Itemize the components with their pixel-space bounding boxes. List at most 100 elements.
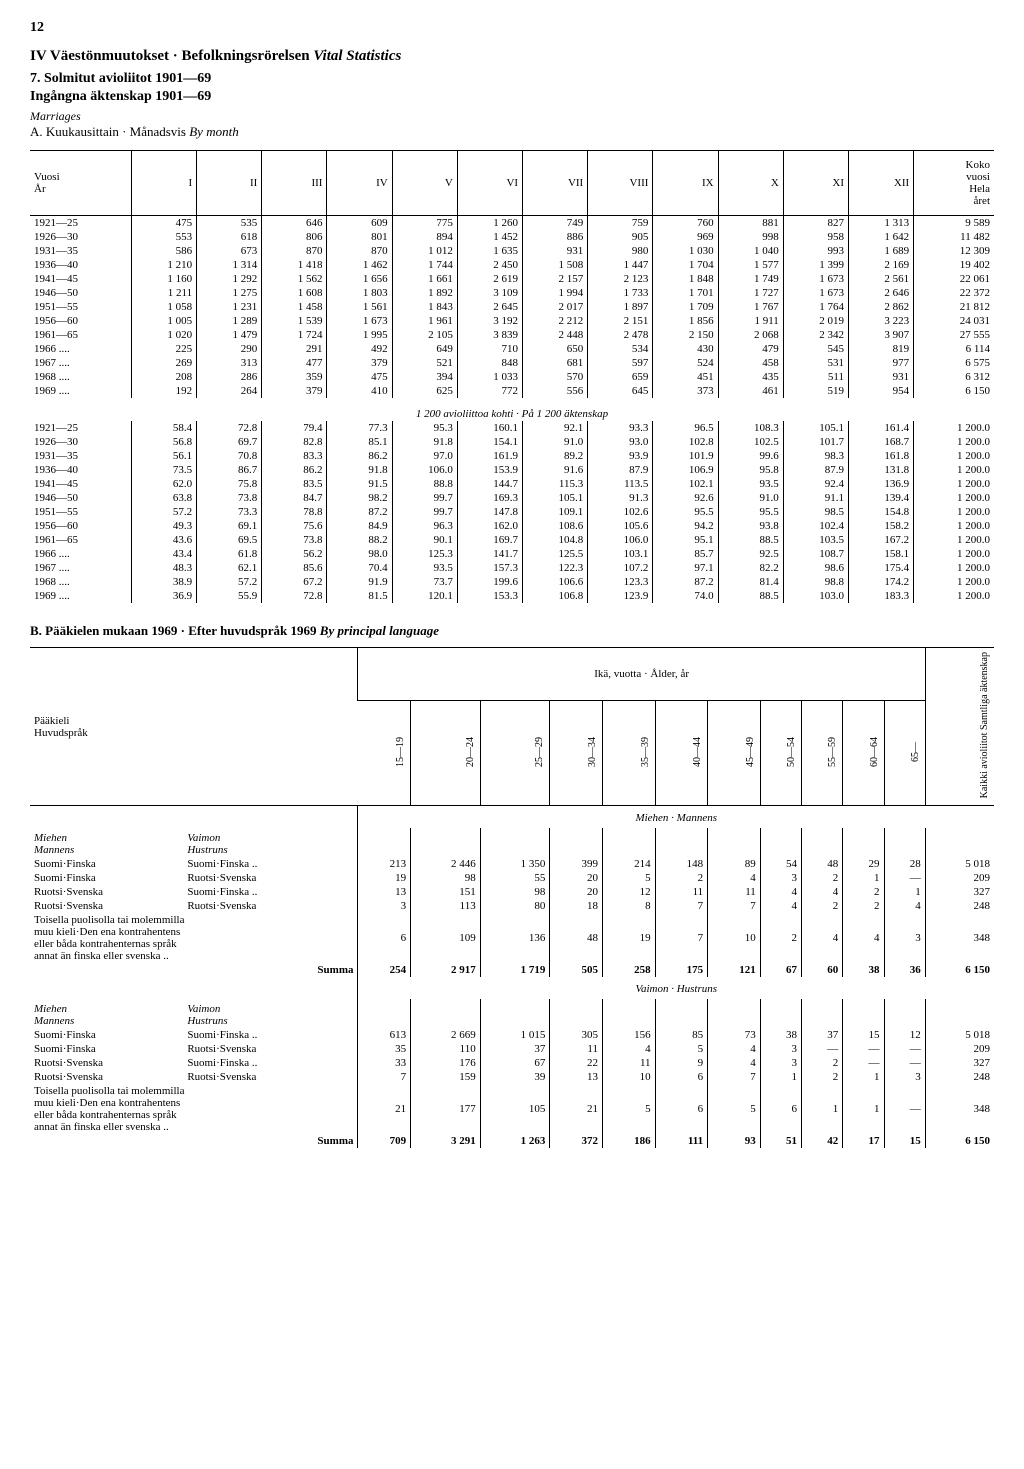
value-cell: 88.5	[718, 533, 783, 547]
value-cell: 125.5	[523, 547, 588, 561]
value-cell: 1 689	[848, 244, 913, 258]
col-age-group: Ikä, vuotta · Ålder, år	[358, 648, 925, 701]
year-cell: 1936—40	[30, 463, 131, 477]
subhead-row: Miehen · Mannens	[30, 806, 994, 829]
value-cell: 20	[550, 871, 603, 885]
value-cell: 154.1	[457, 435, 522, 449]
value-cell: 99.6	[718, 449, 783, 463]
value-cell: 154.8	[848, 505, 913, 519]
value-cell: 110	[411, 1042, 481, 1056]
value-cell: 248	[925, 899, 994, 913]
value-cell: 93	[708, 1134, 761, 1148]
value-cell: 12 309	[914, 244, 994, 258]
value-cell: 6 575	[914, 356, 994, 370]
value-cell: 167.2	[848, 533, 913, 547]
value-cell: 1 200.0	[914, 449, 994, 463]
value-cell: 2 669	[411, 1028, 481, 1042]
value-cell: 1 749	[718, 272, 783, 286]
value-cell: 97.0	[392, 449, 457, 463]
value-cell: 2 862	[848, 300, 913, 314]
value-cell: 162.0	[457, 519, 522, 533]
year-cell: 1966 ....	[30, 342, 131, 356]
value-cell: 80	[480, 899, 550, 913]
value-cell: 48.3	[131, 561, 196, 575]
table-row: Suomi·FinskaRuotsi·Svenska3511037114543—…	[30, 1042, 994, 1056]
value-cell: 2 151	[588, 314, 653, 328]
value-cell: 21 812	[914, 300, 994, 314]
value-cell: 1 040	[718, 244, 783, 258]
value-cell: 208	[131, 370, 196, 384]
value-cell: 147.8	[457, 505, 522, 519]
year-cell: 1951—55	[30, 300, 131, 314]
value-cell: 379	[327, 356, 392, 370]
value-cell: 88.2	[327, 533, 392, 547]
value-cell: 1 995	[327, 328, 392, 342]
value-cell: 772	[457, 384, 522, 398]
year-cell: 1931—35	[30, 244, 131, 258]
value-cell: 609	[327, 216, 392, 231]
value-cell: 4	[708, 1042, 761, 1056]
value-cell: 79.4	[262, 421, 327, 435]
value-cell: 1 608	[262, 286, 327, 300]
value-cell: 1 701	[653, 286, 718, 300]
value-cell: 521	[392, 356, 457, 370]
value-cell: 1 803	[327, 286, 392, 300]
table-language: PääkieliHuvudspråkIkä, vuotta · Ålder, å…	[30, 647, 994, 1148]
value-cell: 7	[708, 899, 761, 913]
value-cell: 92.5	[718, 547, 783, 561]
value-cell: 806	[262, 230, 327, 244]
value-cell: 1 033	[457, 370, 522, 384]
value-cell: 213	[358, 857, 411, 871]
value-cell: 348	[925, 1084, 994, 1134]
value-cell: 121	[708, 963, 761, 977]
value-cell: 1 458	[262, 300, 327, 314]
value-cell: 7	[358, 1070, 411, 1084]
value-cell: 410	[327, 384, 392, 398]
value-cell: 113	[411, 899, 481, 913]
value-cell: 3	[760, 871, 801, 885]
value-cell: 475	[327, 370, 392, 384]
subhead-cell: Miehen · Mannens	[358, 806, 994, 829]
value-cell: 597	[588, 356, 653, 370]
value-cell: 998	[718, 230, 783, 244]
value-cell: 305	[550, 1028, 603, 1042]
value-cell: 894	[392, 230, 457, 244]
other-lang-row: Toisella puolisolla tai molemmillamuu ki…	[30, 913, 994, 963]
table-row: 1941—4562.075.883.591.588.8144.7115.3113…	[30, 477, 994, 491]
value-cell: —	[884, 1056, 925, 1070]
value-cell: 97.1	[653, 561, 718, 575]
value-cell: 93.3	[588, 421, 653, 435]
value-cell: 139.4	[848, 491, 913, 505]
value-cell: 931	[523, 244, 588, 258]
value-cell: 106.0	[588, 533, 653, 547]
value-cell: 8	[602, 899, 655, 913]
value-cell: 153.3	[457, 589, 522, 603]
value-cell: 43.6	[131, 533, 196, 547]
value-cell: 673	[197, 244, 262, 258]
value-cell: 19	[358, 871, 411, 885]
value-cell: 54	[760, 857, 801, 871]
value-cell: 15	[843, 1028, 884, 1042]
value-cell: 73.5	[131, 463, 196, 477]
subheading-1: 7. Solmitut avioliitot 1901—69	[30, 71, 994, 87]
value-cell: 1 200.0	[914, 421, 994, 435]
value-cell: 104.8	[523, 533, 588, 547]
value-cell: 1 160	[131, 272, 196, 286]
value-cell: 87.9	[588, 463, 653, 477]
value-cell: 1 030	[653, 244, 718, 258]
value-cell: 1 724	[262, 328, 327, 342]
value-cell: 38	[843, 963, 884, 977]
value-cell: 192	[131, 384, 196, 398]
value-cell: 5 018	[925, 1028, 994, 1042]
value-cell: 4	[760, 885, 801, 899]
value-cell: 1 673	[327, 314, 392, 328]
value-cell: 1 642	[848, 230, 913, 244]
value-cell: 801	[327, 230, 392, 244]
value-cell: 6 150	[925, 963, 994, 977]
value-cell: 254	[358, 963, 411, 977]
value-cell: 1 200.0	[914, 491, 994, 505]
lang-pair-cell: Ruotsi·SvenskaSuomi·Finska ..	[30, 1056, 358, 1070]
value-cell: 1 231	[197, 300, 262, 314]
value-cell: 175.4	[848, 561, 913, 575]
value-cell: 102.5	[718, 435, 783, 449]
